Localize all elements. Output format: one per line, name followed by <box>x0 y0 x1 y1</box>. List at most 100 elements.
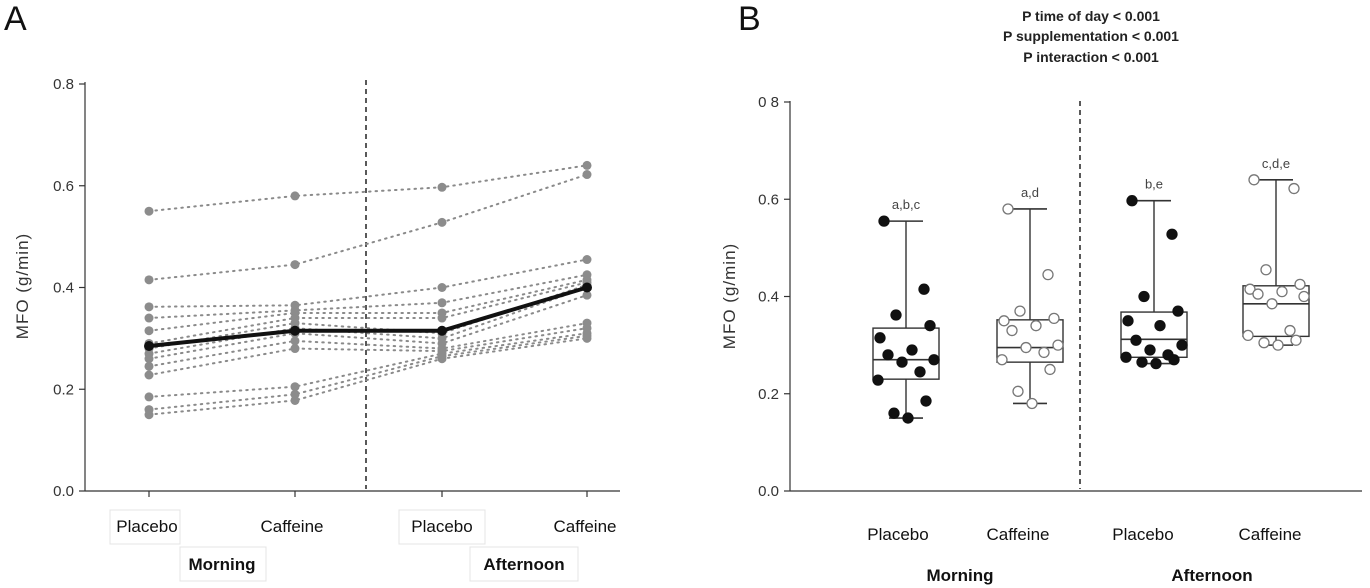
box-data-point <box>872 374 884 386</box>
box-data-point <box>896 356 908 368</box>
panel-a-group-label: Afternoon <box>483 555 564 574</box>
individual-point <box>437 217 447 227</box>
individual-series <box>148 281 588 345</box>
box-data-point <box>1166 228 1178 240</box>
y-tick-label: 0.6 <box>758 191 779 208</box>
box-data-point <box>996 354 1008 366</box>
box-data-point <box>1048 312 1060 325</box>
individual-point <box>582 333 592 343</box>
individual-series <box>148 286 588 355</box>
stat-supplementation: P supplementation < 0.001 <box>1003 28 1179 44</box>
panel-a-cat-label: Placebo <box>411 517 472 536</box>
mean-point <box>582 282 592 293</box>
stat-interaction: P interaction < 0.001 <box>1023 49 1159 65</box>
individual-point <box>144 313 154 323</box>
box-data-point <box>1006 324 1018 337</box>
box-data-point <box>902 412 914 424</box>
box-data-point <box>1258 337 1270 349</box>
box-data-point <box>874 332 886 344</box>
box-data-point <box>1252 288 1264 300</box>
box-data-point <box>914 366 926 378</box>
individual-point <box>144 392 154 402</box>
individual-point <box>582 160 592 170</box>
box-data-point <box>1242 329 1254 342</box>
box-iqr <box>996 319 1064 363</box>
box-data-point <box>1272 339 1284 351</box>
individual-series <box>148 322 588 368</box>
y-tick-label: 0.2 <box>53 381 74 398</box>
panel-a-letter: A <box>4 0 27 38</box>
box-data-point <box>1030 320 1042 332</box>
individual-series <box>148 294 588 360</box>
panel-a-cat-label: Caffeine <box>260 517 323 536</box>
individual-point <box>290 382 300 392</box>
panel-b-letter: B <box>738 0 761 38</box>
individual-series <box>148 173 588 281</box>
individual-point <box>582 255 592 265</box>
individual-point <box>290 344 300 354</box>
box-data-point <box>1290 334 1302 346</box>
box-data-point <box>1130 334 1142 346</box>
individual-point <box>437 313 447 323</box>
box-data-point <box>1260 264 1272 276</box>
individual-series <box>148 334 588 411</box>
panel-a-label-box <box>109 509 181 545</box>
individual-point <box>144 275 154 285</box>
box-data-point <box>1038 346 1050 359</box>
box-data-point <box>924 320 936 332</box>
box-data-point <box>1266 298 1278 310</box>
y-tick-label: 0.2 <box>758 386 779 403</box>
panel-a-label-box <box>469 546 579 582</box>
panel-a-cat-label: Caffeine <box>553 517 616 536</box>
individual-series <box>148 278 588 332</box>
panel-b-cat-label: Placebo <box>1112 525 1173 544</box>
individual-point <box>290 260 300 270</box>
individual-point <box>290 336 300 346</box>
individual-point <box>144 410 154 420</box>
y-tick-label: 0 8 <box>758 94 779 111</box>
box-data-point <box>998 315 1010 327</box>
box-data-point <box>890 309 902 321</box>
box-data-point <box>1122 315 1134 327</box>
box-iqr <box>1120 311 1188 358</box>
box-data-point <box>1276 285 1288 298</box>
y-tick-label: 0.8 <box>53 76 74 93</box>
y-tick-label: 0.4 <box>53 280 74 297</box>
individual-point <box>437 283 447 292</box>
panel-b-cat-label: Placebo <box>867 525 928 544</box>
individual-series <box>148 164 588 213</box>
individual-series <box>148 327 588 377</box>
individual-point <box>144 206 154 216</box>
panel-a-label-box <box>398 509 486 545</box>
box-data-point <box>918 283 930 295</box>
y-tick-label: 0.6 <box>53 178 74 195</box>
y-tick-label: 0.4 <box>758 289 779 306</box>
individual-point <box>582 290 592 300</box>
box-data-point <box>1014 305 1026 317</box>
box-data-point <box>1002 203 1014 215</box>
panel-a-group-label: Morning <box>188 555 255 574</box>
box-data-point <box>1136 356 1148 368</box>
mean-point <box>437 325 447 336</box>
individual-point <box>144 302 154 312</box>
significance-annotation: a,b,c <box>892 197 921 212</box>
y-tick-label: 0.0 <box>53 483 74 500</box>
box-data-point <box>906 344 918 356</box>
individual-series <box>148 273 588 320</box>
box-iqr <box>1242 285 1310 338</box>
y-tick-label: 0.0 <box>758 483 779 500</box>
panel-b-cat-label: Caffeine <box>1238 525 1301 544</box>
box-data-point <box>1176 339 1188 351</box>
individual-series <box>148 258 588 308</box>
individual-point <box>290 191 300 201</box>
significance-annotation: b,e <box>1145 177 1163 192</box>
box-data-point <box>1294 278 1306 290</box>
box-data-point <box>882 349 894 361</box>
significance-annotation: c,d,e <box>1262 156 1290 171</box>
box-data-point <box>1288 182 1300 195</box>
box-data-point <box>1298 290 1310 303</box>
individual-point <box>144 354 154 364</box>
box-data-point <box>1244 283 1256 295</box>
box-data-point <box>1042 268 1054 281</box>
